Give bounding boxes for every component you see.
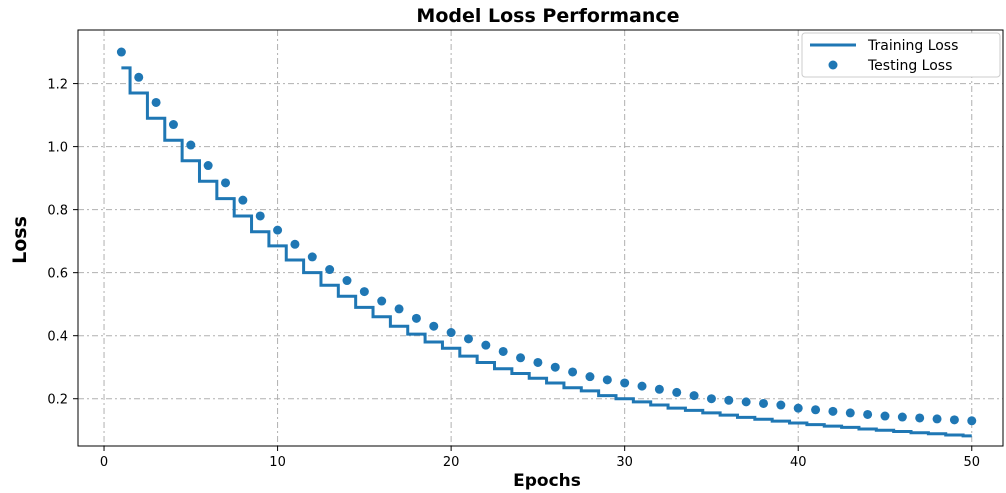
testing-loss-point bbox=[498, 346, 508, 356]
y-tick-label: 1.0 bbox=[47, 141, 68, 156]
x-tick-label: 50 bbox=[963, 455, 980, 470]
x-tick-label: 10 bbox=[269, 455, 286, 470]
x-tick-label: 40 bbox=[790, 455, 807, 470]
axis-ticks: 0 10 20 30 40 50 0.2 0.4 0.6 0.8 1.0 1.2 bbox=[47, 78, 980, 470]
testing-loss-point bbox=[967, 416, 977, 426]
testing-loss-point bbox=[828, 406, 838, 416]
y-axis-label: Loss bbox=[9, 216, 31, 264]
testing-loss-point bbox=[273, 225, 283, 235]
testing-loss-point bbox=[377, 296, 387, 306]
y-tick-label: 0.6 bbox=[47, 267, 68, 282]
testing-loss-point bbox=[238, 195, 248, 205]
testing-loss-point bbox=[168, 120, 178, 130]
legend: Training Loss Testing Loss bbox=[801, 32, 1001, 78]
testing-loss-point bbox=[932, 414, 942, 424]
x-tick-label: 0 bbox=[100, 455, 108, 470]
testing-loss-point bbox=[516, 353, 526, 363]
testing-loss-point bbox=[915, 413, 925, 423]
testing-loss-point bbox=[221, 178, 231, 188]
testing-loss-point bbox=[654, 384, 664, 394]
legend-training-label: Training Loss bbox=[867, 38, 958, 54]
testing-loss-point bbox=[949, 415, 959, 425]
testing-loss-point bbox=[741, 397, 751, 407]
legend-testing-swatch bbox=[828, 60, 838, 70]
x-tick-label: 30 bbox=[616, 455, 633, 470]
y-tick-label: 0.8 bbox=[47, 204, 68, 219]
testing-loss-point bbox=[689, 391, 699, 401]
testing-loss-point bbox=[724, 395, 734, 405]
testing-loss-point bbox=[637, 381, 647, 391]
testing-loss-point bbox=[672, 387, 682, 397]
testing-loss-point bbox=[811, 405, 821, 415]
testing-loss-point bbox=[116, 47, 126, 57]
testing-loss-point bbox=[359, 287, 369, 297]
testing-loss-point bbox=[793, 403, 803, 413]
grid-lines bbox=[78, 30, 1003, 446]
testing-loss-point bbox=[897, 412, 907, 422]
data-series bbox=[116, 47, 977, 438]
testing-loss-point bbox=[394, 304, 404, 314]
y-tick-label: 1.2 bbox=[47, 78, 68, 93]
y-tick-label: 0.2 bbox=[47, 393, 68, 408]
x-tick-label: 20 bbox=[443, 455, 460, 470]
testing-loss-point bbox=[151, 97, 161, 107]
testing-loss-point bbox=[550, 362, 560, 372]
testing-loss-point bbox=[533, 357, 543, 367]
testing-loss-point bbox=[463, 334, 473, 344]
testing-loss-point bbox=[776, 400, 786, 410]
testing-loss-point bbox=[585, 372, 595, 382]
chart-title: Model Loss Performance bbox=[416, 5, 679, 27]
testing-loss-point bbox=[446, 328, 456, 338]
testing-loss-point bbox=[568, 367, 578, 377]
testing-loss-point bbox=[602, 375, 612, 385]
testing-loss-point bbox=[411, 313, 421, 323]
testing-loss-point bbox=[134, 72, 144, 82]
testing-loss-point bbox=[307, 252, 317, 262]
testing-loss-point bbox=[863, 409, 873, 419]
testing-loss-point bbox=[481, 340, 491, 350]
testing-loss-point bbox=[880, 411, 890, 421]
testing-loss-point bbox=[325, 265, 335, 275]
testing-loss-point bbox=[203, 161, 213, 171]
x-axis-label: Epochs bbox=[513, 471, 581, 491]
testing-loss-point bbox=[342, 276, 352, 286]
plot-frame bbox=[77, 29, 1004, 447]
testing-loss-point bbox=[429, 321, 439, 331]
testing-loss-point bbox=[290, 239, 300, 249]
testing-loss-point bbox=[845, 408, 855, 418]
testing-loss-point bbox=[620, 378, 630, 388]
y-tick-label: 0.4 bbox=[47, 330, 68, 345]
testing-loss-point bbox=[255, 211, 265, 221]
testing-loss-point bbox=[186, 140, 196, 150]
training-loss-line bbox=[121, 66, 972, 438]
legend-testing-label: Testing Loss bbox=[867, 58, 952, 74]
testing-loss-point bbox=[759, 398, 769, 408]
testing-loss-point bbox=[706, 394, 716, 404]
